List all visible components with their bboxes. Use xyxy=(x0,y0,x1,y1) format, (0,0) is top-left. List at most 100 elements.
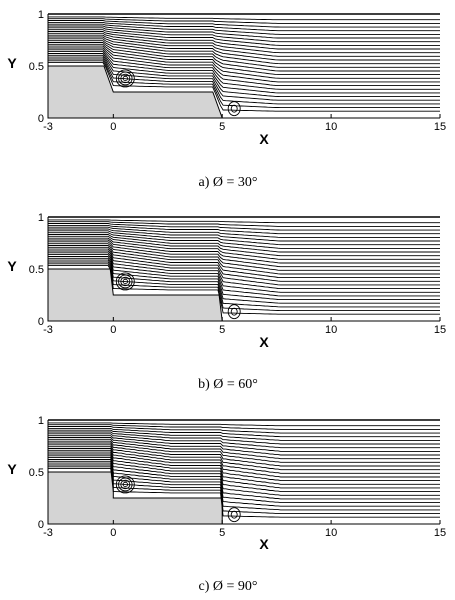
x-tick-label: 15 xyxy=(434,121,446,133)
streamline xyxy=(48,31,440,50)
y-axis-label: Y xyxy=(7,461,17,477)
y-tick-label: 0.5 xyxy=(29,467,44,479)
streamline xyxy=(48,250,440,286)
streamline xyxy=(48,245,440,275)
y-axis-label: Y xyxy=(7,258,17,274)
streamline xyxy=(48,459,440,500)
streamline xyxy=(48,29,440,46)
streamline xyxy=(48,27,440,43)
x-tick-label: 15 xyxy=(434,324,446,336)
solid-step-region xyxy=(47,65,223,119)
x-tick-label: -3 xyxy=(43,121,53,133)
streamline xyxy=(48,54,440,98)
streamline xyxy=(48,460,440,504)
streamline xyxy=(48,226,440,238)
streamline xyxy=(48,438,440,460)
eddy-contour xyxy=(230,104,238,113)
eddy-first-step xyxy=(115,69,135,88)
streamline xyxy=(48,246,440,279)
streamline xyxy=(48,18,440,24)
streamline xyxy=(48,265,440,315)
streamline xyxy=(48,462,440,507)
streamlines xyxy=(48,422,440,518)
panel-caption: a) Ø = 30° xyxy=(199,175,258,190)
streamline xyxy=(48,256,440,297)
streamline xyxy=(48,47,440,83)
streamline xyxy=(48,25,440,39)
x-tick-label: 10 xyxy=(325,324,337,336)
streamline xyxy=(48,40,440,68)
x-tick-label: 10 xyxy=(325,121,337,133)
streamline xyxy=(48,60,440,109)
y-tick-label: 1 xyxy=(38,415,44,427)
eddy-second-step xyxy=(227,304,241,320)
eddy-contour xyxy=(122,481,129,488)
streamline xyxy=(48,58,440,105)
streamline xyxy=(48,32,440,54)
eddy-contour xyxy=(118,71,133,86)
streamline xyxy=(48,20,440,28)
streamline xyxy=(48,446,440,474)
streamline xyxy=(48,444,440,471)
streamline xyxy=(48,433,440,449)
eddy-contour xyxy=(230,307,238,316)
eddy-contour xyxy=(227,304,241,320)
streamline xyxy=(48,437,440,456)
streamline xyxy=(48,223,440,231)
eddy-contour xyxy=(118,274,133,289)
streamline xyxy=(48,36,440,61)
streamline xyxy=(48,62,440,112)
x-tick-label: -3 xyxy=(43,324,53,336)
streamline xyxy=(48,49,440,87)
streamline xyxy=(48,248,440,282)
x-tick-label: 10 xyxy=(325,527,337,539)
streamline xyxy=(48,232,440,249)
eddy-second-step xyxy=(227,507,241,523)
eddy-contour xyxy=(120,73,131,84)
streamline xyxy=(48,259,440,304)
streamline xyxy=(48,468,440,518)
x-tick-label: -3 xyxy=(43,527,53,539)
panel-caption: c) Ø = 90° xyxy=(199,579,258,594)
y-tick-label: 0 xyxy=(38,519,44,531)
streamlines xyxy=(48,219,440,315)
solid-step-region xyxy=(47,471,223,525)
streamline xyxy=(48,239,440,264)
x-axis-label: X xyxy=(259,334,269,350)
x-tick-label: 5 xyxy=(219,324,225,336)
streamline xyxy=(48,45,440,79)
streamline xyxy=(48,440,440,463)
streamline xyxy=(48,43,440,76)
streamline xyxy=(48,228,440,242)
eddy-contour xyxy=(115,272,135,291)
y-tick-label: 0.5 xyxy=(29,61,44,73)
streamline xyxy=(48,241,440,268)
eddy-contour xyxy=(118,477,133,492)
x-tick-label: 0 xyxy=(110,121,116,133)
y-tick-label: 0.5 xyxy=(29,264,44,276)
y-tick-label: 1 xyxy=(38,9,44,21)
streamline xyxy=(48,261,440,308)
streamline xyxy=(48,34,440,57)
streamline xyxy=(48,235,440,257)
streamline xyxy=(48,426,440,434)
eddy-contour xyxy=(230,510,238,519)
eddy-contour xyxy=(227,101,241,117)
eddy-contour xyxy=(120,276,131,287)
streamline xyxy=(48,431,440,445)
streamline xyxy=(48,53,440,94)
streamline xyxy=(48,448,440,478)
streamline xyxy=(48,464,440,511)
streamline xyxy=(48,451,440,485)
streamline xyxy=(48,442,440,467)
streamline xyxy=(48,424,440,430)
x-tick-label: 5 xyxy=(219,527,225,539)
eddy-first-step xyxy=(115,475,135,494)
y-tick-label: 0 xyxy=(38,316,44,328)
eddy-contour xyxy=(115,475,135,494)
streamline xyxy=(48,51,440,90)
streamline xyxy=(48,457,440,496)
x-tick-label: 0 xyxy=(110,527,116,539)
x-tick-label: 5 xyxy=(219,121,225,133)
